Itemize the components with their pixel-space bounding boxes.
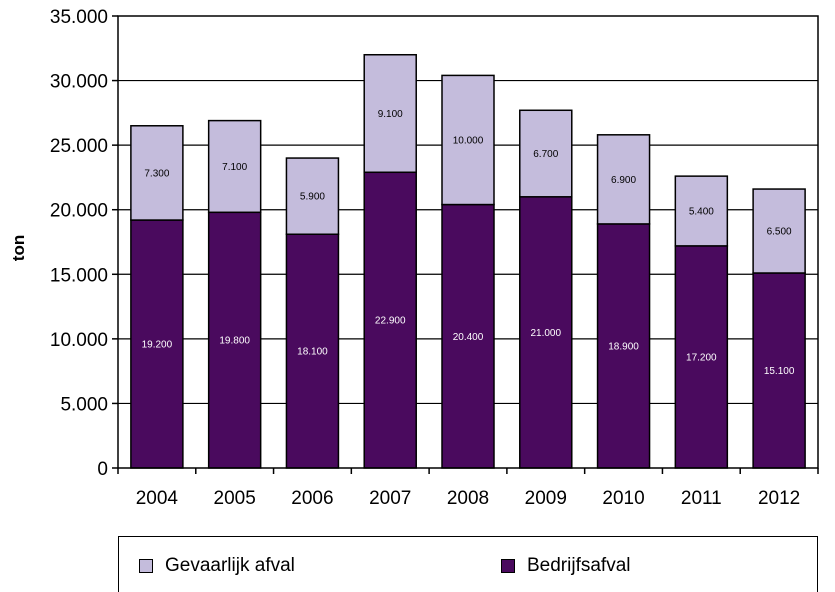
legend: Gevaarlijk afval Bedrijfsafval bbox=[118, 536, 818, 592]
data-label: 20.400 bbox=[453, 332, 484, 343]
bar-segment-gevaarlijk-afval bbox=[285, 157, 340, 236]
data-label: 5.400 bbox=[689, 207, 714, 218]
x-tick-label: 2010 bbox=[602, 488, 644, 509]
bar-segment-gevaarlijk-afval bbox=[363, 53, 417, 174]
legend-swatch-bedrijfsafval bbox=[501, 559, 515, 573]
y-tick-label: 0 bbox=[97, 459, 108, 480]
data-label: 10.000 bbox=[453, 135, 484, 146]
legend-label-bedrijfsafval: Bedrijfsafval bbox=[527, 555, 631, 576]
y-tick-label: 30.000 bbox=[50, 72, 108, 93]
y-tick-label: 35.000 bbox=[50, 7, 108, 28]
data-label: 6.700 bbox=[533, 149, 558, 160]
x-tick-label: 2012 bbox=[758, 488, 800, 509]
bar-segment-gevaarlijk-afval bbox=[441, 74, 495, 206]
x-tick-label: 2004 bbox=[136, 488, 179, 509]
legend-item-bedrijfsafval: Bedrijfsafval bbox=[501, 555, 631, 577]
x-tick-label: 2006 bbox=[291, 488, 333, 509]
bar-segment-bedrijfsafval bbox=[285, 233, 340, 469]
y-tick-label: 25.000 bbox=[50, 136, 108, 157]
bar-segment-bedrijfsafval bbox=[519, 196, 573, 469]
data-label: 5.900 bbox=[300, 192, 325, 203]
legend-swatch-gevaarlijk-afval bbox=[139, 559, 153, 573]
data-label: 6.900 bbox=[611, 175, 636, 186]
bar-segment-bedrijfsafval bbox=[596, 223, 651, 469]
bar-segment-bedrijfsafval bbox=[674, 245, 729, 469]
data-label: 19.200 bbox=[142, 340, 173, 351]
data-label: 6.500 bbox=[767, 227, 792, 238]
data-label: 7.100 bbox=[222, 162, 247, 173]
x-tick-label: 2009 bbox=[525, 488, 567, 509]
bar-segment-gevaarlijk-afval bbox=[752, 188, 806, 274]
bar-segment-bedrijfsafval bbox=[207, 211, 262, 469]
y-tick-label: 10.000 bbox=[50, 330, 108, 351]
data-label: 17.200 bbox=[686, 352, 717, 363]
bars: 19.200 7.300 19.800 7.100 18.100 5.900 22.900 9… bbox=[130, 53, 806, 469]
bar-segment-bedrijfsafval bbox=[363, 171, 417, 469]
data-label: 22.900 bbox=[375, 316, 406, 327]
bar-segment-gevaarlijk-afval bbox=[674, 175, 729, 247]
bar-segment-gevaarlijk-afval bbox=[207, 119, 262, 214]
axes: 0 5.000 10.000 15.000 20.000 25.000 30.000 35.0… bbox=[50, 7, 819, 509]
data-label: 15.100 bbox=[764, 366, 795, 377]
data-label: 9.100 bbox=[378, 109, 403, 120]
stacked-bar-chart: 19.200 7.300 19.800 7.100 18.100 5.900 22.900 9… bbox=[9, 7, 819, 509]
legend-label-gevaarlijk-afval: Gevaarlijk afval bbox=[165, 555, 295, 576]
data-label: 21.000 bbox=[530, 328, 561, 339]
y-axis-label: ton bbox=[9, 235, 28, 261]
plot-frame bbox=[117, 15, 819, 469]
data-label: 7.300 bbox=[144, 168, 169, 179]
x-tick-label: 2007 bbox=[369, 488, 411, 509]
legend-item-gevaarlijk-afval: Gevaarlijk afval bbox=[139, 555, 295, 577]
bar-segment-gevaarlijk-afval bbox=[519, 109, 573, 198]
bar-segment-bedrijfsafval bbox=[752, 272, 806, 469]
y-tick-label: 15.000 bbox=[50, 265, 108, 286]
data-label: 18.100 bbox=[297, 347, 328, 358]
bar-segment-gevaarlijk-afval bbox=[130, 125, 184, 221]
x-tick-label: 2005 bbox=[214, 488, 256, 509]
x-tick-label: 2008 bbox=[447, 488, 489, 509]
y-tick-label: 5.000 bbox=[60, 394, 108, 415]
data-label: 19.800 bbox=[219, 336, 250, 347]
y-tick-label: 20.000 bbox=[50, 201, 108, 222]
x-tick-label: 2011 bbox=[681, 488, 722, 509]
bar-segment-gevaarlijk-afval bbox=[596, 134, 651, 225]
data-label: 18.900 bbox=[608, 341, 639, 352]
